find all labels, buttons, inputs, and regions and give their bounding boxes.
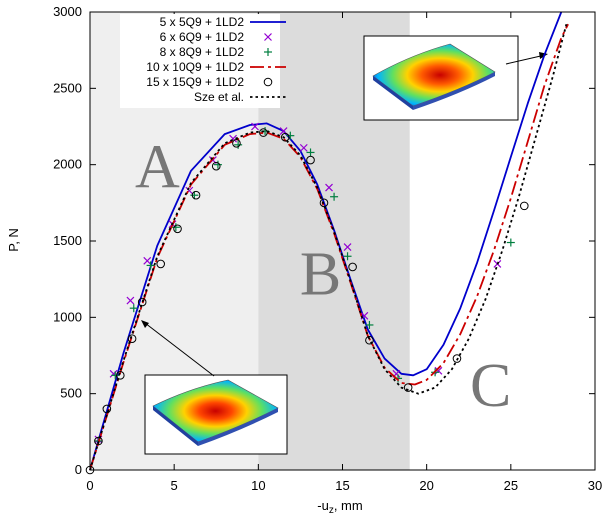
y-tick-label: 3000: [53, 4, 82, 19]
legend-label: Sze et al.: [194, 90, 244, 104]
series-5-point: [116, 371, 125, 380]
series-5-point: [191, 190, 201, 200]
series-5-point: [348, 262, 357, 272]
series-3-point: [111, 371, 120, 380]
arrow-to-inset-top: [505, 54, 546, 65]
tick-layer: 0 5 10 15 20 25 30 0 500 1000 1500 2000 2500 3000: [53, 4, 602, 493]
x-tick-label: 10: [251, 478, 265, 493]
series-5-point: [403, 383, 413, 392]
series-3-point: [306, 148, 315, 157]
x-tick-label: 30: [588, 478, 602, 493]
y-tick-label: 1000: [53, 309, 82, 324]
series-2-point: [343, 243, 352, 252]
series-5-point: [127, 334, 137, 344]
series-2-point: [434, 366, 443, 375]
region-label-b: B: [300, 240, 341, 308]
y-tick-label: 0: [75, 462, 82, 477]
series-2-point: [126, 296, 135, 305]
legend-marker: [263, 77, 273, 87]
region-label-c: C: [470, 352, 511, 420]
series-2-point: [251, 122, 259, 131]
y-tick-label: 2000: [53, 157, 82, 172]
series-1-line: [89, 11, 563, 471]
series-5-point: [173, 224, 182, 234]
series-3-point: [234, 140, 243, 149]
series-3-point: [343, 252, 352, 261]
x-tick-label: 25: [504, 478, 518, 493]
legend-label: 6 x 6Q9 + 1LD2: [160, 30, 245, 44]
series-2-point: [109, 369, 118, 378]
series-5-point: [211, 161, 221, 171]
series-3-point: [146, 261, 155, 270]
series-3-point: [213, 160, 222, 169]
legend-label: 5 x 5Q9 + 1LD2: [160, 15, 245, 29]
y-axis-label: P, N: [6, 228, 21, 252]
x-axis-label: -uz, mm: [317, 498, 362, 516]
region-label-layer: A B C: [135, 134, 511, 420]
x-tick-label: 20: [419, 478, 433, 493]
series-5-point: [306, 155, 315, 165]
series-3-point: [171, 223, 180, 232]
series-5-point: [232, 138, 241, 148]
series-3-point: [365, 320, 374, 329]
legend-label: 8 x 8Q9 + 1LD2: [160, 45, 245, 59]
series-5-point: [520, 201, 529, 211]
series-3-point: [330, 192, 339, 201]
x-tick-label: 0: [86, 478, 93, 493]
series-2-point: [143, 256, 152, 265]
series-3-point: [190, 191, 199, 200]
region-label-a: A: [135, 134, 180, 202]
inset-deformed-plate-top: [363, 35, 519, 121]
series-5-point: [319, 198, 329, 208]
series-5-point: [259, 128, 268, 137]
inset-deformed-plate-bottom: [144, 374, 288, 455]
series-3-point: [129, 304, 138, 313]
series-5-point: [156, 259, 165, 269]
series-2-point: [299, 143, 308, 152]
legend-marker: [264, 33, 272, 41]
legend-label: 15 x 15Q9 + 1LD2: [146, 75, 244, 89]
x-tick-label: 15: [335, 478, 349, 493]
arrow-to-inset-bottom: [144, 322, 215, 377]
series-5-markers: [85, 128, 529, 475]
y-tick-label: 1500: [53, 233, 82, 248]
legend-label: 10 x 10Q9 + 1LD2: [146, 60, 244, 74]
series-5-point: [365, 335, 374, 345]
y-tick-label: 2500: [53, 80, 82, 95]
y-tick-label: 500: [60, 386, 82, 401]
arrowhead-bottom: [141, 320, 149, 328]
series-5-point: [280, 132, 290, 142]
series-layer: [85, 11, 569, 475]
series-5-point: [94, 436, 103, 446]
series-3-point: [286, 131, 295, 140]
series-5-point: [102, 404, 112, 414]
x-tick-label: 5: [171, 478, 178, 493]
series-3-markers: [94, 127, 515, 445]
legend-marker: [264, 48, 272, 56]
series-2-point: [325, 183, 333, 192]
series-3-point: [506, 238, 515, 247]
series-5-point: [452, 354, 462, 363]
